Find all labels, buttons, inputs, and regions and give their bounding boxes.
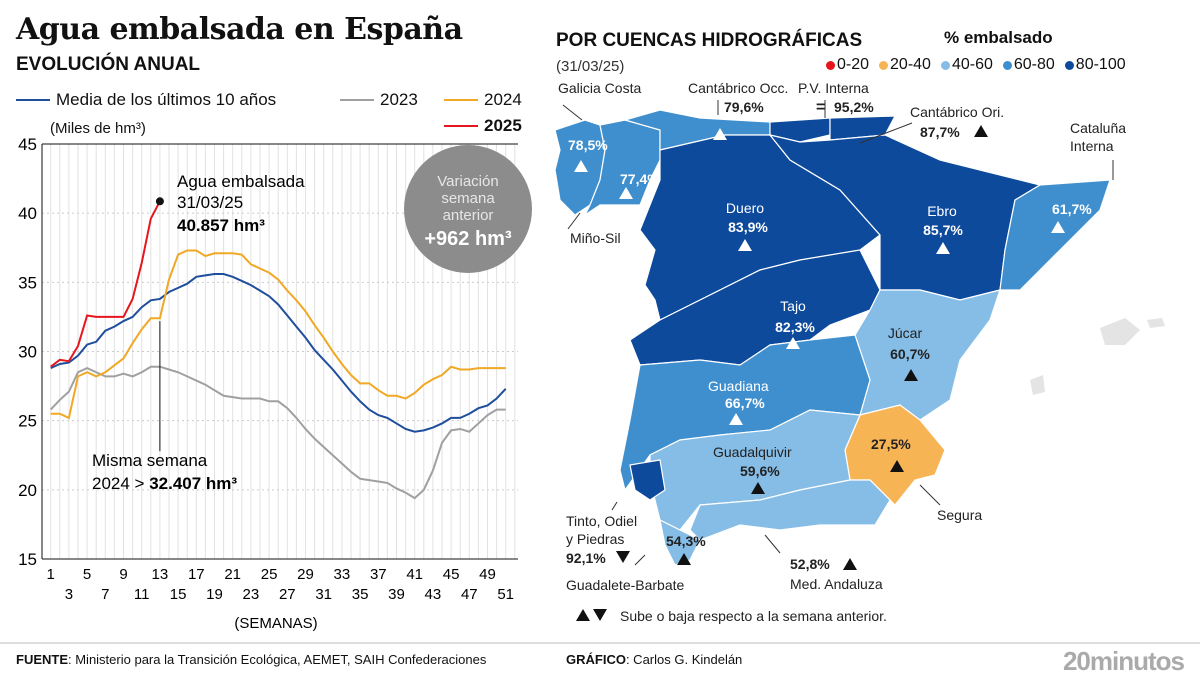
basin-label-duero: Duero — [726, 200, 764, 216]
trend-up-icon — [576, 609, 590, 621]
basin-value-cantocc: 79,6% — [724, 99, 764, 115]
trend-down-icon — [593, 609, 607, 621]
source-credit: FUENTE: Ministerio para la Transición Ec… — [16, 652, 486, 667]
brand-logo: 20minutos — [1063, 646, 1184, 677]
basin-label-cantori: Cantábrico Ori. — [910, 104, 1004, 120]
trend-note: Sube o baja respecto a la semana anterio… — [620, 608, 887, 624]
basin-value-segura: 27,5% — [871, 436, 911, 452]
basin-label-cantocc: Cantábrico Occ. — [688, 80, 788, 96]
basin-label-cataluna-2: Interna — [1070, 138, 1114, 154]
basin-value-pv: 95,2% — [834, 99, 874, 115]
basin-tinto-odiel-piedras — [630, 460, 665, 500]
basin-value-duero: 83,9% — [728, 219, 768, 235]
basin-label-jucar: Júcar — [888, 325, 923, 341]
basin-label-tajo: Tajo — [780, 298, 806, 314]
basin-value-minosil: 77,4% — [620, 171, 660, 187]
basin-value-galicia: 78,5% — [568, 137, 608, 153]
basin-value-guadalquivir: 59,6% — [740, 463, 780, 479]
basin-label-cataluna-1: Cataluña — [1070, 120, 1126, 136]
basin-label-guadalete: Guadalete-Barbate — [566, 577, 685, 593]
basin-label-pv: P.V. Interna — [798, 80, 869, 96]
balearic-islands — [1030, 318, 1165, 395]
basin-value-guadiana: 66,7% — [725, 395, 765, 411]
basin-value-jucar: 60,7% — [890, 346, 930, 362]
basin-label-medand: Med. Andaluza — [790, 576, 883, 592]
footer: FUENTE: Ministerio para la Transición Ec… — [0, 642, 1200, 675]
basin-value-tajo: 82,3% — [775, 319, 815, 335]
basin-label-galicia: Galicia Costa — [558, 80, 641, 96]
basin-value-guadalete: 54,3% — [666, 533, 706, 549]
basin-label-segura: Segura — [937, 507, 982, 523]
basin-value-medand: 52,8% — [790, 556, 830, 572]
basin-label-guadiana: Guadiana — [708, 378, 769, 394]
trend-up-icon — [843, 558, 857, 570]
graphic-credit: GRÁFICO: Carlos G. Kindelán — [566, 652, 742, 667]
basin-value-cataluna: 61,7% — [1052, 201, 1092, 217]
trend-up-icon — [974, 125, 988, 137]
trend-down-icon — [616, 551, 630, 563]
basin-map: Galicia Costa 78,5% Miño-Sil 77,4% Cantá… — [0, 0, 1200, 640]
basin-symbol-pv: = — [816, 99, 825, 116]
basin-label-ebro: Ebro — [927, 203, 957, 219]
basin-label-guadalquivir: Guadalquivir — [713, 444, 792, 460]
basin-value-cantori: 87,7% — [920, 124, 960, 140]
basin-label-tinto-1: Tinto, Odiel — [566, 513, 637, 529]
basin-label-tinto-2: y Piedras — [566, 531, 624, 547]
basin-label-minosil: Miño-Sil — [570, 230, 621, 246]
basin-value-ebro: 85,7% — [923, 222, 963, 238]
basin-value-tinto: 92,1% — [566, 550, 606, 566]
